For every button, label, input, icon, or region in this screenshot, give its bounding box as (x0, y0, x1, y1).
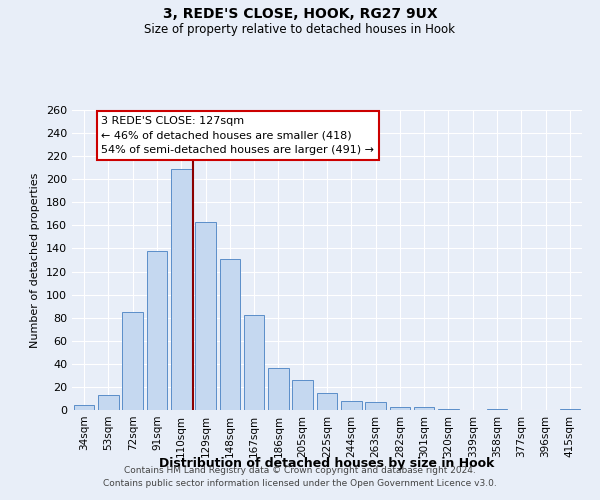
Bar (414, 406, 434, 410)
Bar (122, 312, 143, 410)
Text: 3 REDE'S CLOSE: 127sqm
← 46% of detached houses are smaller (418)
54% of semi-de: 3 REDE'S CLOSE: 127sqm ← 46% of detached… (101, 116, 374, 156)
Bar (220, 259, 240, 410)
Bar (341, 401, 362, 410)
Bar (560, 409, 580, 410)
Bar (146, 251, 167, 410)
Text: Contains HM Land Registry data © Crown copyright and database right 2024.
Contai: Contains HM Land Registry data © Crown c… (103, 466, 497, 487)
Bar (171, 169, 191, 410)
Bar (317, 392, 337, 410)
Bar (438, 409, 459, 410)
Bar (244, 316, 265, 410)
Y-axis label: Number of detached properties: Number of detached properties (31, 172, 40, 348)
Bar (74, 406, 94, 410)
Bar (268, 368, 289, 410)
Bar (195, 222, 216, 410)
Text: Distribution of detached houses by size in Hook: Distribution of detached houses by size … (160, 458, 494, 470)
Text: Size of property relative to detached houses in Hook: Size of property relative to detached ho… (145, 22, 455, 36)
Bar (487, 409, 508, 410)
Bar (389, 406, 410, 410)
Bar (292, 380, 313, 410)
Bar (98, 395, 119, 410)
Bar (365, 402, 386, 410)
Text: 3, REDE'S CLOSE, HOOK, RG27 9UX: 3, REDE'S CLOSE, HOOK, RG27 9UX (163, 8, 437, 22)
